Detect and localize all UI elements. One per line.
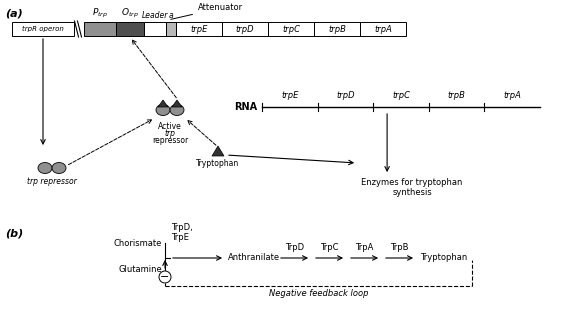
Polygon shape bbox=[212, 146, 224, 156]
Bar bbox=[176, 22, 222, 36]
Ellipse shape bbox=[170, 104, 184, 115]
Text: Tryptophan: Tryptophan bbox=[196, 159, 240, 168]
Text: Tryptophan: Tryptophan bbox=[420, 253, 467, 262]
Text: trp repressor: trp repressor bbox=[27, 177, 77, 186]
Circle shape bbox=[159, 271, 171, 283]
Bar bbox=[144, 22, 166, 36]
Bar bbox=[360, 22, 406, 36]
Bar bbox=[116, 22, 144, 36]
Text: $O_{trp}$: $O_{trp}$ bbox=[121, 7, 139, 20]
Text: trp: trp bbox=[164, 129, 175, 138]
Text: Attenuator: Attenuator bbox=[171, 3, 243, 19]
Text: Enzymes for tryptophan
synthesis: Enzymes for tryptophan synthesis bbox=[361, 178, 463, 197]
Text: Anthranilate: Anthranilate bbox=[228, 253, 280, 262]
Text: trpA: trpA bbox=[503, 91, 521, 100]
Text: trpR operon: trpR operon bbox=[22, 26, 64, 32]
Ellipse shape bbox=[156, 104, 170, 115]
Text: trpC: trpC bbox=[392, 91, 410, 100]
Text: trpB: trpB bbox=[328, 25, 346, 34]
Ellipse shape bbox=[52, 163, 66, 174]
Text: TrpA: TrpA bbox=[355, 243, 373, 252]
Text: TrpD,
TrpE: TrpD, TrpE bbox=[171, 223, 193, 242]
Text: Leader: Leader bbox=[142, 11, 168, 20]
Text: RNA: RNA bbox=[234, 102, 257, 112]
Text: (b): (b) bbox=[5, 228, 23, 238]
Text: trpE: trpE bbox=[190, 25, 208, 34]
Text: trpE: trpE bbox=[281, 91, 299, 100]
Text: Chorismate: Chorismate bbox=[114, 239, 162, 248]
Text: TrpC: TrpC bbox=[320, 243, 339, 252]
Text: trpD: trpD bbox=[336, 91, 355, 100]
Ellipse shape bbox=[38, 163, 52, 174]
Text: Glutamine: Glutamine bbox=[118, 266, 162, 275]
Text: Active: Active bbox=[158, 122, 182, 131]
Bar bbox=[12, 22, 74, 36]
Polygon shape bbox=[172, 100, 182, 107]
Text: repressor: repressor bbox=[152, 136, 188, 145]
Bar bbox=[314, 22, 360, 36]
Text: −: − bbox=[160, 272, 170, 282]
Bar bbox=[268, 22, 314, 36]
Text: trpC: trpC bbox=[282, 25, 300, 34]
Polygon shape bbox=[158, 100, 168, 107]
Bar bbox=[84, 22, 116, 36]
Text: TrpD: TrpD bbox=[285, 243, 304, 252]
Text: TrpB: TrpB bbox=[390, 243, 409, 252]
Text: a: a bbox=[168, 11, 174, 20]
Text: trpA: trpA bbox=[374, 25, 392, 34]
Text: Negative feedback loop: Negative feedback loop bbox=[269, 289, 368, 298]
Text: trpD: trpD bbox=[236, 25, 254, 34]
Bar bbox=[166, 22, 176, 36]
Text: trpB: trpB bbox=[448, 91, 465, 100]
Bar bbox=[222, 22, 268, 36]
Text: (a): (a) bbox=[5, 8, 23, 18]
Text: $P_{trp}$: $P_{trp}$ bbox=[92, 7, 108, 20]
